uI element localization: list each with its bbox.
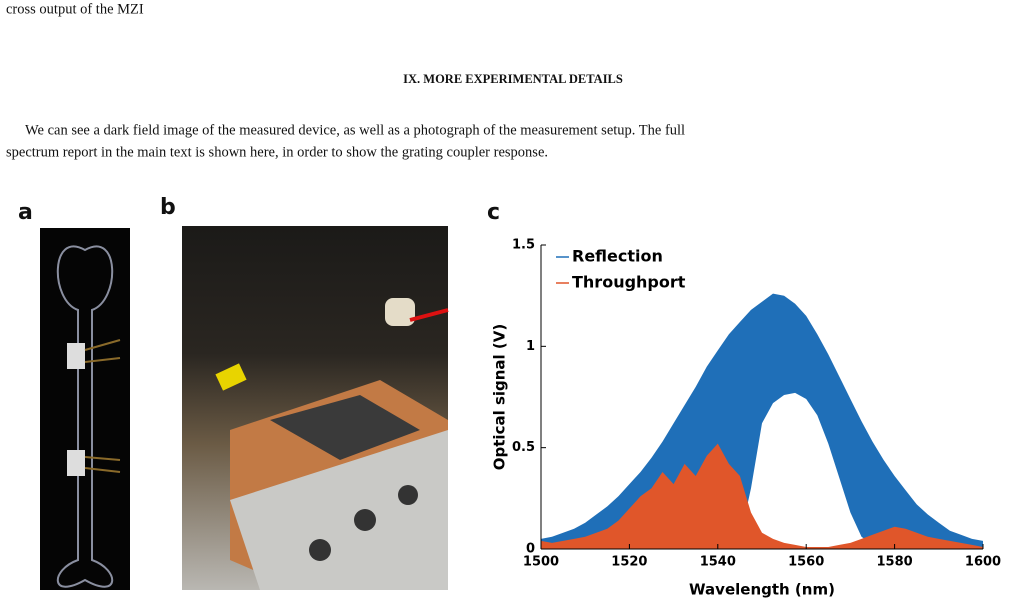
paragraph-line: spectrum report in the main text is show… bbox=[6, 144, 548, 160]
x-tick-label: 1540 bbox=[700, 555, 736, 570]
panel-label: a bbox=[18, 200, 33, 225]
legend-label: Reflection bbox=[572, 247, 663, 266]
panel-label: b bbox=[160, 195, 176, 220]
y-tick-label: 0.5 bbox=[512, 440, 535, 455]
x-tick-label: 1580 bbox=[877, 555, 913, 570]
reflection-lower-envelope bbox=[541, 392, 983, 549]
chart: 0 0.5 1 1.5 1500 1520 1540 1560 1580 1600 Waveleng… bbox=[491, 238, 1002, 599]
y-tick-label: 0 bbox=[526, 542, 535, 557]
panel-label: c bbox=[487, 200, 500, 225]
device-image bbox=[40, 228, 130, 590]
legend-label: Throughport bbox=[572, 273, 686, 292]
y-tick-label: 1.5 bbox=[512, 238, 535, 253]
x-tick-label: 1500 bbox=[523, 555, 559, 570]
section-heading: IX. MORE EXPERIMENTAL DETAILS bbox=[403, 72, 623, 86]
y-tick-label: 1 bbox=[526, 339, 535, 354]
reflection-area bbox=[541, 293, 983, 549]
setup-photo bbox=[182, 226, 449, 590]
x-tick-label: 1600 bbox=[965, 555, 1001, 570]
x-axis-label: Wavelength (nm) bbox=[689, 581, 835, 599]
y-axis-label: Optical signal (V) bbox=[491, 324, 509, 470]
paragraph-line: We can see a dark field image of the mea… bbox=[25, 122, 685, 138]
x-tick-label: 1560 bbox=[788, 555, 824, 570]
x-tick-label: 1520 bbox=[611, 555, 647, 570]
top-line: cross output of the MZI bbox=[6, 1, 144, 17]
throughport-area bbox=[541, 443, 983, 549]
